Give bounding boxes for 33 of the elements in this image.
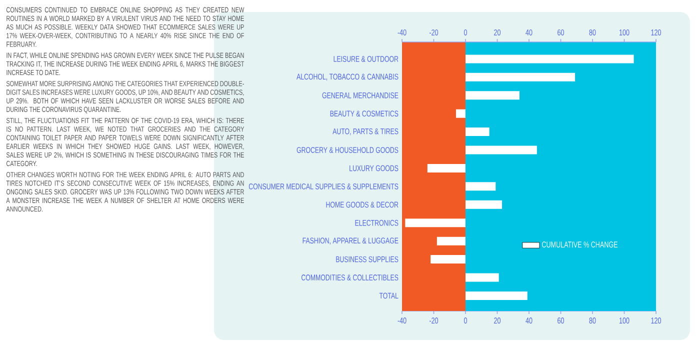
y-tick-label: ELECTRONICS bbox=[355, 220, 398, 226]
x-tick-label: 120 bbox=[651, 318, 662, 324]
x2-tick-label: -40 bbox=[398, 29, 406, 36]
x-tick-label: 60 bbox=[558, 318, 564, 324]
x2-tick-label: 80 bbox=[589, 29, 596, 36]
x2-tick-label: 120 bbox=[651, 29, 662, 36]
y-tick-label: GROCERY & HOUSEHOLD GOODS bbox=[296, 147, 398, 153]
y-tick-label: BUSINESS SUPPLIES bbox=[336, 256, 398, 262]
x-tick-label: -20 bbox=[429, 318, 438, 324]
x2-tick-label: -20 bbox=[429, 29, 438, 36]
y-tick-label: HOME GOODS & DECOR bbox=[326, 202, 398, 208]
y-tick-label: BEAUTY & COSMETICS bbox=[330, 110, 398, 117]
x2-tick-label: 20 bbox=[494, 29, 501, 36]
y-tick-label: CONSUMER MEDICAL SUPPLIES & SUPPLEMENTS bbox=[248, 183, 398, 190]
x-tick-label: 80 bbox=[589, 318, 596, 324]
x-tick-label: 40 bbox=[526, 318, 532, 324]
y-tick-label: COMMODITIES & COLLECTIBLES bbox=[302, 274, 398, 280]
x-tick-label: -40 bbox=[398, 318, 406, 324]
x-tick-label: 20 bbox=[494, 318, 501, 324]
y-tick-label: AUTO, PARTS & TIRES bbox=[332, 128, 398, 136]
x2-tick-label: 40 bbox=[526, 29, 532, 36]
x-tick-label: 100 bbox=[620, 318, 630, 324]
x2-tick-label: 0 bbox=[464, 29, 468, 36]
y-tick-label: LEISURE & OUTDOOR bbox=[334, 56, 398, 62]
y-tick-label: GENERAL MERCHANDISE bbox=[322, 92, 398, 98]
legend-label: CUMULATIVE % CHANGE bbox=[542, 242, 618, 248]
x2-tick-label: 60 bbox=[558, 29, 564, 36]
x-tick-label: 0 bbox=[464, 318, 468, 324]
y-tick-label: TOTAL bbox=[379, 292, 398, 299]
y-tick-label: ALCOHOL, TOBACCO & CANNABIS bbox=[296, 74, 398, 81]
y-tick-label: LUXURY GOODS bbox=[350, 165, 398, 172]
y-tick-label: FASHION, APPAREL & LUGGAGE bbox=[302, 238, 398, 244]
x2-tick-label: 100 bbox=[620, 29, 630, 36]
